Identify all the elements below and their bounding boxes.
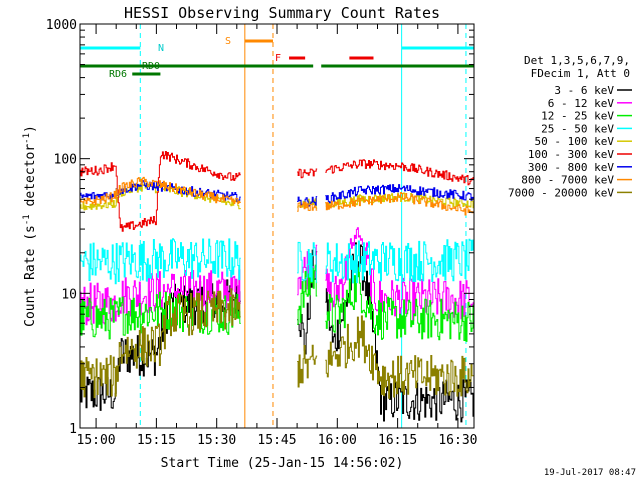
x-axis-label: Start Time (25-Jan-15 14:56:02) <box>161 456 404 471</box>
y-tick-label-3: 1000 <box>46 18 77 33</box>
series-line-8 <box>80 288 474 399</box>
legend-entry-5: 100 - 300 keV <box>528 148 614 161</box>
x-tick-label-0: 15:00 <box>77 433 116 448</box>
x-tick-label-3: 15:45 <box>257 433 296 448</box>
series-line-7 <box>80 176 474 216</box>
x-tick-label-1: 15:15 <box>137 433 176 448</box>
legend-entry-3: 25 - 50 keV <box>541 122 614 135</box>
series-group <box>80 151 474 423</box>
legend-entry-2: 12 - 25 keV <box>541 110 614 123</box>
y-tick-label-2: 100 <box>54 153 77 168</box>
series-line-3 <box>80 238 474 285</box>
flag-label-f: F <box>275 53 281 64</box>
y-axis-label-main: Count Rate (s <box>23 225 38 327</box>
y-axis-label: Count Rate (s-1 detector-1) <box>22 125 38 327</box>
legend: Det 1,3,5,6,7,9,FDecim 1, Att 0 3 - 6 keV… <box>508 54 632 199</box>
x-tick-label-6: 16:30 <box>438 433 477 448</box>
y-axis-label-end: ) <box>23 125 38 133</box>
x-axis: 15:00 15:15 15:30 15:45 16:00 16:15 16:30 <box>77 24 477 448</box>
flag-bars: N RD0 RD6 S F <box>80 36 474 80</box>
flag-label-rd0: RD0 <box>142 61 160 72</box>
legend-header-1: FDecim 1, Att 0 <box>531 67 630 80</box>
legend-entry-8: 7000 - 20000 keV <box>508 186 614 199</box>
series-line-5 <box>80 151 474 232</box>
legend-header-0: Det 1,3,5,6,7,9, <box>524 54 630 67</box>
chart-title: HESSI Observing Summary Count Rates <box>124 4 440 22</box>
footer-date: 19-Jul-2017 08:47 <box>544 468 636 478</box>
y-axis-label-sup-1: -1 <box>22 214 32 225</box>
y-axis-label-sup-2: -1 <box>22 133 32 144</box>
y-tick-label-0: 1 <box>69 422 77 437</box>
legend-entry-0: 3 - 6 keV <box>554 84 614 97</box>
legend-entry-4: 50 - 100 keV <box>535 135 615 148</box>
x-tick-label-4: 16:00 <box>318 433 357 448</box>
legend-entry-1: 6 - 12 keV <box>548 97 615 110</box>
y-axis-label-mid: detector <box>23 144 38 215</box>
flag-label-s: S <box>225 36 231 47</box>
x-tick-label-2: 15:30 <box>197 433 236 448</box>
flag-label-rd6: RD6 <box>109 69 127 80</box>
legend-entry-7: 800 - 7000 keV <box>521 174 614 187</box>
x-tick-label-5: 16:15 <box>378 433 417 448</box>
y-axis: 1 10 100 1000 <box>46 18 474 437</box>
y-tick-label-1: 10 <box>61 287 77 302</box>
legend-entry-6: 300 - 800 keV <box>528 161 614 174</box>
flag-label-n: N <box>158 43 164 54</box>
